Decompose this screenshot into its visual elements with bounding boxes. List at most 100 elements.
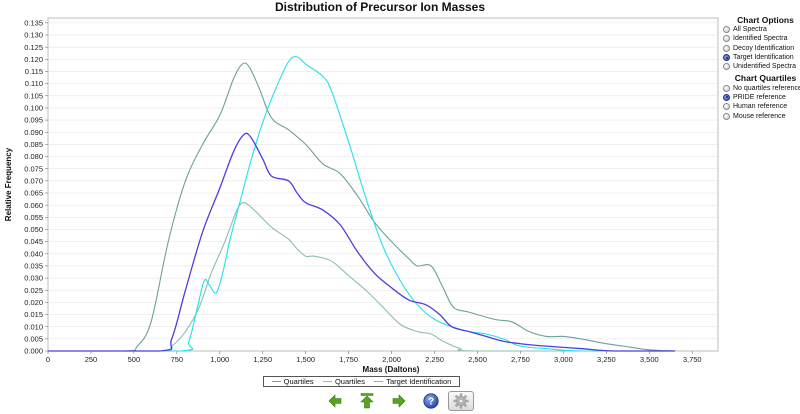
help-glyph: ? (428, 397, 434, 408)
x-tick-label: 2,000 (382, 355, 401, 364)
chart-options-option-label: Unidentified Spectra (733, 63, 797, 71)
y-tick-label: 0.035 (24, 262, 43, 271)
chart-plot: 0.000 0.005 0.010 0.015 0.020 0.025 0.030 0.035… (4, 17, 719, 374)
chart-options-radio[interactable] (723, 44, 730, 52)
y-tick-label: 0.125 (24, 43, 43, 52)
y-tick-label: 0.105 (24, 91, 43, 100)
chart-quartiles-radio[interactable] (723, 103, 730, 111)
chart-options-option[interactable]: All Spectra (723, 25, 800, 34)
x-tick-label: 3,000 (554, 355, 573, 364)
x-tick-label: 250 (85, 355, 98, 364)
chart-options-option-label: All Spectra (733, 26, 767, 34)
legend-label: Quartiles (334, 377, 365, 386)
y-tick-label: 0.005 (24, 334, 43, 343)
y-tick-label: 0.070 (24, 176, 43, 185)
chart-quartiles-option[interactable]: No quartiles reference (723, 83, 800, 92)
x-tick-label: 3,250 (597, 355, 616, 364)
chart-options-option[interactable]: Target Identification (723, 53, 800, 62)
x-tick-label: 1,750 (339, 355, 358, 364)
chart-quartiles-radio[interactable] (723, 93, 730, 101)
y-tick-label: 0.095 (24, 116, 43, 125)
y-tick-label: 0.120 (24, 55, 43, 64)
quartile-upper-line (48, 62, 676, 352)
chart-quartiles-heading: Chart Quartiles (734, 73, 797, 84)
chart-options-option[interactable]: Decoy Identification (723, 44, 800, 53)
y-tick-label: 0.065 (24, 189, 43, 198)
chart-title: Distribution of Precursor Ion Masses (274, 0, 486, 14)
y-tick-label: 0.075 (24, 164, 43, 173)
home-button[interactable] (358, 392, 376, 410)
legend-item: Quartiles (271, 377, 314, 386)
plot-area (47, 17, 719, 352)
y-tick-label: 0.100 (24, 104, 43, 113)
gear-icon (453, 393, 469, 409)
x-tick-label: 0 (46, 355, 50, 364)
chart-options-option[interactable]: Unidentified Spectra (723, 62, 800, 71)
y-tick-label: 0.060 (24, 201, 43, 210)
chart-options-radio[interactable] (723, 63, 730, 71)
chart-quartiles-option-label: Human reference (733, 103, 788, 111)
legend-swatch (271, 381, 281, 382)
y-tick-label: 0.000 (24, 347, 43, 356)
x-tick-label: 1,500 (296, 355, 315, 364)
target-identification-line (48, 56, 676, 352)
y-tick-label: 0.045 (24, 237, 43, 246)
x-tick-label: 3,500 (640, 355, 659, 364)
settings-button[interactable] (448, 391, 474, 411)
back-button[interactable] (326, 392, 344, 410)
y-tick-label: 0.085 (24, 140, 43, 149)
x-tick-label: 1,250 (253, 355, 272, 364)
chart-options-option-label: Decoy Identification (733, 44, 795, 52)
chart-options-option-label: Target Identification (733, 54, 794, 62)
y-tick-label: 0.030 (24, 274, 43, 283)
chart-options-radio[interactable] (723, 26, 730, 34)
chart-options-radio[interactable] (723, 54, 730, 62)
chart-quartiles-radio[interactable] (723, 112, 730, 120)
chart-quartiles-option[interactable]: Mouse reference (723, 111, 800, 120)
chart-quartiles-option-label: PRIDE reference (733, 93, 786, 101)
help-icon: ? (423, 393, 439, 409)
y-tick-label: 0.020 (24, 298, 43, 307)
x-tick-label: 3,750 (683, 355, 702, 364)
chart-quartiles-option-label: No quartiles reference (733, 84, 800, 92)
x-tick-label: 500 (128, 355, 141, 364)
x-axis-label: Mass (Daltons) (363, 365, 420, 374)
quartile-lower-line (48, 202, 676, 352)
arrow-up-bar-icon (360, 393, 374, 409)
y-tick-label: 0.110 (25, 79, 43, 88)
legend-label: Quartiles (283, 377, 314, 386)
y-tick-label: 0.115 (25, 67, 43, 76)
chart-quartiles-radio[interactable] (723, 84, 730, 92)
chart-quartiles-option-label: Mouse reference (733, 112, 786, 120)
legend-item: Quartiles (322, 377, 365, 386)
median-line (48, 132, 676, 352)
chart-legend: Quartiles Quartiles Target Identification (263, 376, 460, 387)
x-tick-label: 2,500 (468, 355, 487, 364)
legend-item: Target Identification (374, 377, 451, 386)
help-button[interactable]: ? (422, 392, 440, 410)
x-tick-label: 2,250 (425, 355, 444, 364)
x-tick-label: 1,000 (210, 355, 229, 364)
chart-quartiles-option[interactable]: PRIDE reference (723, 93, 800, 102)
chart-options-option-label: Identified Spectra (733, 35, 788, 43)
arrow-left-icon (328, 394, 342, 408)
forward-button[interactable] (390, 392, 408, 410)
y-tick-label: 0.135 (24, 18, 43, 27)
arrow-right-icon (392, 394, 406, 408)
y-tick-label: 0.130 (24, 31, 43, 40)
y-axis-label: Relative Frequency (4, 147, 13, 221)
chart-options-panel: Chart Options All Spectra Identified Spec… (723, 15, 800, 121)
chart-quartiles-option[interactable]: Human reference (723, 102, 800, 111)
x-tick-label: 2,750 (511, 355, 530, 364)
chart-options-radio[interactable] (723, 35, 730, 43)
y-tick-label: 0.080 (24, 152, 43, 161)
toolbar: ? (326, 391, 474, 411)
y-tick-label: 0.040 (24, 249, 43, 258)
chart-options-option[interactable]: Identified Spectra (723, 34, 800, 43)
y-tick-label: 0.015 (24, 310, 43, 319)
y-tick-label: 0.025 (24, 286, 43, 295)
y-tick-label: 0.090 (24, 128, 43, 137)
y-tick-label: 0.055 (24, 213, 43, 222)
chart-options-heading: Chart Options (737, 15, 794, 25)
y-tick-label: 0.050 (24, 225, 43, 234)
